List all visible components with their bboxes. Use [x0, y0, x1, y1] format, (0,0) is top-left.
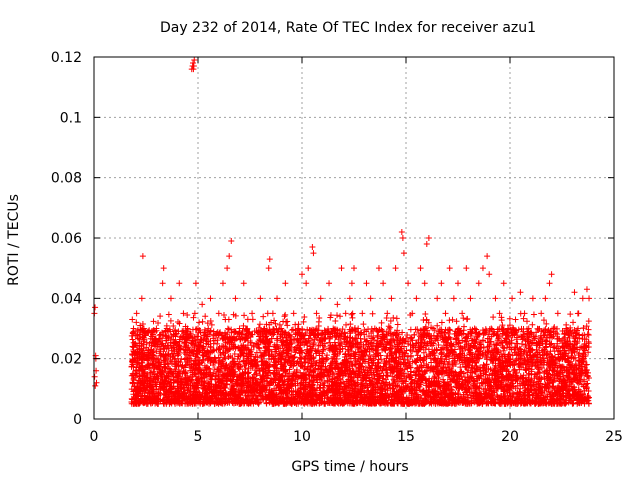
data-point	[457, 364, 464, 371]
data-point	[218, 332, 225, 339]
data-point	[210, 340, 217, 347]
data-point	[332, 350, 339, 357]
data-point	[157, 313, 164, 320]
data-point	[284, 322, 291, 329]
data-point	[387, 317, 394, 324]
data-point	[550, 333, 557, 340]
data-point	[506, 322, 513, 329]
data-point	[207, 318, 214, 325]
data-point	[525, 334, 532, 341]
data-point	[479, 327, 486, 334]
data-point	[207, 360, 214, 367]
data-point	[584, 380, 591, 387]
data-point	[327, 314, 334, 321]
data-point	[220, 380, 227, 387]
data-point	[430, 332, 437, 339]
data-point	[272, 320, 279, 327]
data-point	[165, 311, 172, 318]
data-point	[543, 320, 550, 327]
data-point	[241, 312, 248, 319]
data-point	[176, 320, 183, 327]
data-point	[143, 339, 150, 346]
data-point	[559, 343, 566, 350]
data-point	[404, 331, 411, 338]
data-point	[378, 319, 385, 326]
data-point	[295, 338, 302, 345]
data-point	[251, 328, 258, 335]
data-point	[337, 313, 344, 320]
data-point	[489, 326, 496, 333]
data-point	[498, 317, 505, 324]
data-point	[301, 314, 308, 321]
data-point	[334, 312, 341, 319]
data-point	[512, 316, 519, 323]
data-point	[583, 361, 590, 368]
data-point	[500, 347, 507, 354]
data-point	[393, 315, 400, 322]
data-point	[220, 311, 227, 318]
data-point	[523, 318, 530, 325]
data-point	[383, 315, 390, 322]
data-point	[348, 311, 355, 318]
data-point	[438, 319, 445, 326]
data-point	[370, 336, 377, 343]
data-point	[407, 326, 414, 333]
data-point	[254, 341, 261, 348]
data-point	[585, 349, 592, 356]
data-point	[133, 319, 140, 326]
data-point	[347, 321, 354, 328]
data-point	[256, 321, 263, 328]
chart-title: Day 232 of 2014, Rate Of TEC Index for r…	[160, 20, 536, 36]
data-point	[332, 318, 339, 325]
data-point	[483, 327, 490, 334]
data-point	[178, 363, 185, 370]
data-point	[411, 331, 418, 338]
data-point	[379, 375, 386, 382]
data-point	[374, 332, 381, 339]
data-point	[453, 318, 460, 325]
data-point	[369, 310, 376, 317]
data-point	[268, 335, 275, 342]
data-point	[170, 323, 177, 330]
data-point	[128, 332, 135, 339]
data-point	[408, 335, 415, 342]
data-point	[529, 321, 536, 328]
data-point	[428, 359, 435, 366]
data-point	[446, 317, 453, 324]
data-point	[331, 351, 338, 358]
data-point	[326, 339, 333, 346]
data-point	[173, 330, 180, 337]
data-point	[530, 311, 537, 318]
data-point	[422, 311, 429, 318]
scatter-points	[91, 57, 593, 407]
data-point	[167, 317, 174, 324]
data-point	[503, 344, 510, 351]
data-point	[281, 313, 288, 320]
data-point	[399, 329, 406, 336]
data-point	[387, 324, 394, 331]
data-point	[190, 314, 197, 321]
data-point	[249, 316, 256, 323]
data-point	[199, 318, 206, 325]
data-point	[343, 321, 350, 328]
data-point	[570, 319, 577, 326]
data-point	[184, 311, 191, 318]
data-point	[420, 349, 427, 356]
data-point	[224, 325, 231, 332]
data-point	[390, 314, 397, 321]
data-point	[394, 321, 401, 328]
data-point	[196, 319, 203, 326]
data-point	[550, 344, 557, 351]
data-point	[360, 321, 367, 328]
data-point	[260, 313, 267, 320]
data-point	[202, 313, 209, 320]
data-point	[567, 364, 574, 371]
data-point	[263, 399, 270, 406]
data-point	[524, 330, 531, 337]
data-point	[174, 318, 181, 325]
data-point	[464, 315, 471, 322]
data-point	[129, 316, 136, 323]
